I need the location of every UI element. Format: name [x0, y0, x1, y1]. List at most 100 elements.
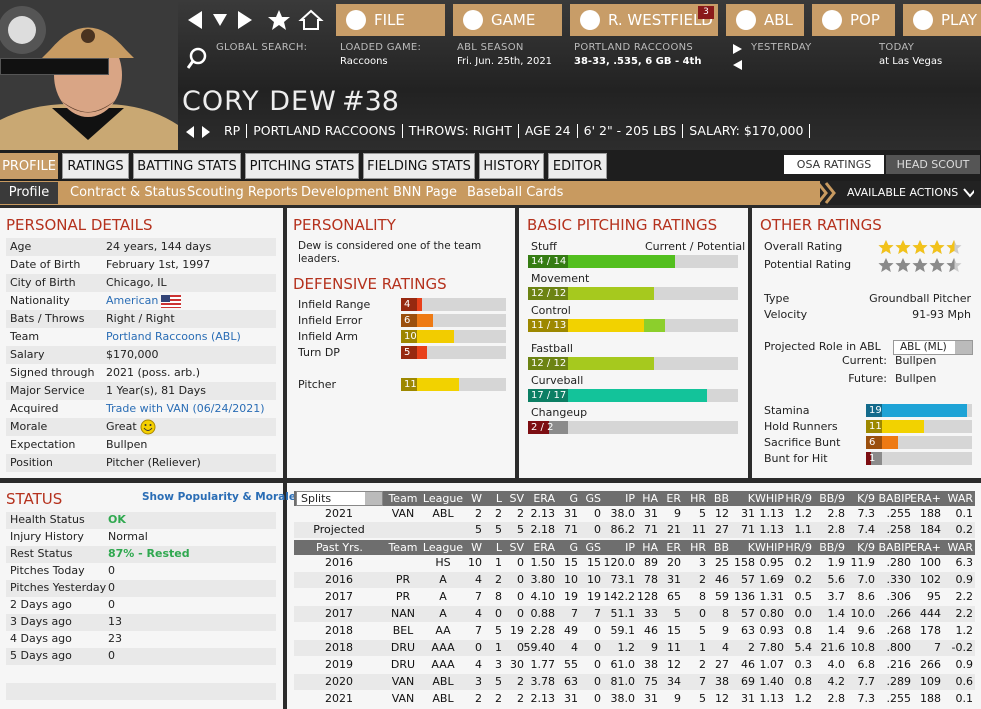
table-row [294, 572, 975, 588]
table-cell: 89 [644, 556, 658, 569]
day-arrows[interactable] [730, 42, 744, 72]
nav-button[interactable]: FILE [336, 4, 445, 36]
rating-bar [528, 389, 707, 402]
table-cell: 0.1 [955, 507, 974, 520]
table-cell: .255 [886, 692, 912, 705]
table-cell: 3.80 [530, 573, 556, 586]
header-cell: GS [585, 541, 601, 554]
table-cell: 188 [920, 692, 941, 705]
rating-bar [866, 436, 898, 449]
detail-value[interactable]: Trade with VAN (06/24/2021) [106, 402, 265, 415]
toggle-tab[interactable]: OSA RATINGS [784, 155, 884, 174]
star-rating [878, 258, 962, 272]
table-cell: 1.4 [827, 607, 846, 620]
table-cell: 0.95 [759, 556, 785, 569]
rating-name: Stamina [764, 404, 810, 417]
tab[interactable]: PROFILE [0, 153, 58, 179]
tab[interactable]: FIELDING STATS [363, 153, 475, 179]
header-cell: BABIP [878, 541, 912, 554]
table-cell: 61.0 [610, 658, 636, 671]
table-cell: 2.8 [827, 692, 846, 705]
header-cell: HA [642, 541, 658, 554]
detail-label: Team [10, 330, 40, 343]
table-cell: 4 [475, 573, 482, 586]
nav-icons[interactable] [186, 8, 326, 32]
splits-select[interactable]: Splits [296, 491, 383, 506]
search-icon[interactable] [187, 46, 211, 72]
table-cell: 0 [517, 590, 524, 603]
header-cell: W [471, 541, 482, 554]
subtab[interactable]: Development [301, 185, 389, 200]
detail-value: Pitcher (Reliever) [106, 456, 201, 469]
table-cell: 444 [920, 607, 941, 620]
rating-name: Fastball [531, 342, 573, 355]
subtab[interactable]: Scouting Reports [187, 185, 298, 200]
header-cell: Past Yrs. [316, 541, 363, 554]
info-label[interactable]: YESTERDAY [751, 42, 812, 53]
player-number: #38 [342, 86, 399, 117]
table-cell: 5 [699, 507, 706, 520]
subtab[interactable]: Contract & Status [70, 185, 186, 200]
table-cell: -0.2 [951, 641, 973, 654]
table-cell: 38.0 [610, 507, 636, 520]
nav-button[interactable]: ABL [726, 4, 804, 36]
table-cell: 0 [594, 624, 601, 637]
actions[interactable]: AVAILABLE ACTIONS [847, 186, 959, 199]
table-cell: 95 [927, 590, 941, 603]
status-value: OK [108, 513, 126, 526]
table-cell: 2 [517, 692, 524, 705]
table-cell: .258 [886, 523, 912, 536]
table-cell: 9.6 [857, 624, 876, 637]
table-cell: 158 [734, 556, 755, 569]
table-cell: 6.3 [955, 556, 974, 569]
nav-button[interactable]: R. WESTFIELD [570, 4, 718, 36]
detail-value[interactable]: American [106, 294, 159, 307]
header-cell: GS [585, 492, 601, 505]
tab[interactable]: RATINGS [62, 153, 129, 179]
rating-name: Turn DP [298, 346, 340, 359]
subtab[interactable]: Baseball Cards [467, 185, 564, 200]
status-link[interactable]: Show Popularity & Morale [142, 491, 296, 503]
nav-button[interactable]: PLAY [903, 4, 981, 36]
row-label: 2020 [325, 675, 353, 688]
table-cell: 188 [920, 507, 941, 520]
player-arrows[interactable] [184, 125, 214, 139]
rating-name: Pitcher [298, 378, 337, 391]
role-select[interactable]: ABL (ML) [893, 340, 973, 355]
status-value: 87% - Rested [108, 547, 190, 560]
tab[interactable]: HISTORY [479, 153, 544, 179]
tab[interactable]: PITCHING STATS [245, 153, 359, 179]
rating-label: 1 [869, 453, 876, 464]
table-cell: 0 [594, 523, 601, 536]
table-cell: 5 [495, 523, 502, 536]
detail-value[interactable]: Portland Raccoons (ABL) [106, 330, 241, 343]
table-cell: 7 [699, 675, 706, 688]
table-cell: 7.3 [857, 692, 876, 705]
rating-name: Overall Rating [764, 240, 843, 253]
table-cell: PR [395, 573, 411, 586]
table-cell: AAA [431, 641, 455, 654]
button-icon [913, 10, 933, 30]
table-cell: 100 [920, 556, 941, 569]
table-cell: 59 [715, 590, 729, 603]
table-cell: 59.1 [610, 624, 636, 637]
search-input[interactable] [0, 58, 109, 75]
table-cell: 31 [667, 573, 681, 586]
status-label: Injury History [10, 530, 84, 543]
table-cell: 109 [920, 675, 941, 688]
rating-label: 2 / 2 [531, 422, 554, 433]
subtab[interactable]: BNN Page [393, 185, 457, 200]
table-cell: 3 [495, 658, 502, 671]
rating-label-box [401, 314, 417, 327]
subtab-bar [0, 181, 981, 205]
tab[interactable]: EDITOR [548, 153, 607, 179]
tab[interactable]: BATTING STATS [133, 153, 241, 179]
actions-bar [820, 181, 981, 205]
table-cell: A [439, 607, 447, 620]
toggle-tab[interactable]: HEAD SCOUT [886, 155, 980, 174]
rating-bar [528, 255, 675, 268]
nav-button[interactable]: GAME [453, 4, 562, 36]
subtab[interactable]: Profile [0, 182, 58, 204]
nav-button[interactable]: POP [812, 4, 895, 36]
role-row-label: Current: [841, 354, 887, 367]
